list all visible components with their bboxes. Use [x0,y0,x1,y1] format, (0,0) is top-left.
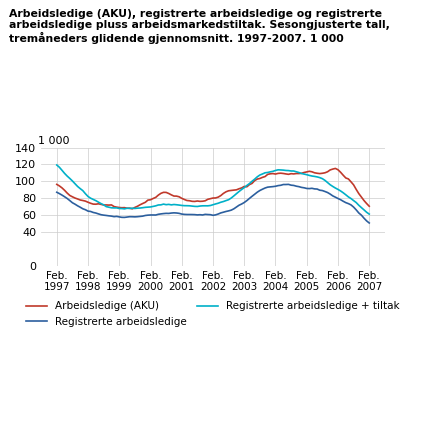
Registrerte arbeidsledige [367,220,372,225]
Registrerte arbeidsledige + tiltak [54,162,59,167]
Arbeidsledige (AKU) [127,206,132,211]
Arbeidsledige (AKU) [333,166,338,171]
Line: Registrerte arbeidsledige + tiltak: Registrerte arbeidsledige + tiltak [57,165,369,214]
Arbeidsledige (AKU) [268,171,273,176]
Registrerte arbeidsledige + tiltak [367,212,372,217]
Registrerte arbeidsledige + tiltak [250,178,255,184]
Arbeidsledige (AKU) [86,200,91,205]
Registrerte arbeidsledige [54,190,59,195]
Line: Registrerte arbeidsledige: Registrerte arbeidsledige [57,184,369,223]
Registrerte arbeidsledige [348,202,354,207]
Registrerte arbeidsledige [127,214,132,219]
Registrerte arbeidsledige + tiltak [346,194,351,199]
Line: Arbeidsledige (AKU): Arbeidsledige (AKU) [57,168,369,209]
Registrerte arbeidsledige + tiltak [86,194,91,199]
Text: 1 000: 1 000 [38,136,69,147]
Text: Arbeidsledige (AKU), registrerte arbeidsledige og registrerte
arbeidsledige plus: Arbeidsledige (AKU), registrerte arbeids… [9,9,389,44]
Registrerte arbeidsledige [250,194,255,199]
Legend: Arbeidsledige (AKU), Registrerte arbeidsledige, Registrerte arbeidsledige + tilt: Arbeidsledige (AKU), Registrerte arbeids… [22,297,404,331]
Arbeidsledige (AKU) [351,182,356,187]
Arbeidsledige (AKU) [130,206,135,211]
Registrerte arbeidsledige + tiltak [265,170,270,175]
Arbeidsledige (AKU) [54,182,59,187]
Registrerte arbeidsledige + tiltak [127,206,132,211]
Registrerte arbeidsledige [86,209,91,214]
Arbeidsledige (AKU) [252,178,257,183]
Registrerte arbeidsledige [286,182,291,187]
Arbeidsledige (AKU) [190,199,195,204]
Registrerte arbeidsledige [265,184,270,190]
Arbeidsledige (AKU) [367,204,372,209]
Registrerte arbeidsledige + tiltak [187,203,192,208]
Registrerte arbeidsledige [187,212,192,217]
